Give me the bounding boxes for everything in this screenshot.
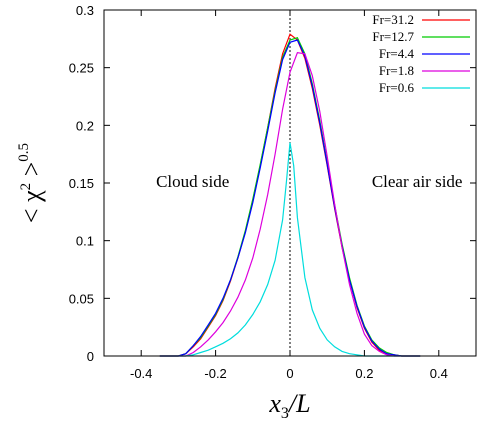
axis-labels: x3/L < χ2 >0.5 [16,143,311,421]
legend-label: Fr=31.2 [372,12,414,27]
legend-label: Fr=4.4 [379,46,415,61]
y-tick-label: 0 [87,349,94,364]
y-tick-label: 0.3 [76,3,94,18]
y-tick-label: 0.1 [76,234,94,249]
y-tick-label: 0.05 [69,291,94,306]
y-tick-label: 0.25 [69,61,94,76]
legend-label: Fr=1.8 [379,63,414,78]
x-tick-label: 0 [286,366,293,381]
y-axis-label: < χ2 >0.5 [16,143,46,223]
series-line-3 [159,52,421,357]
x-axis-label: x3/L [268,389,310,421]
cloud-side-label: Cloud side [156,172,229,191]
legend-label: Fr=0.6 [379,80,415,95]
clear-air-side-label: Clear air side [372,172,463,191]
ticks-layer: -0.4 -0.2 0 0.2 0.4 0 0.05 0.1 0.15 0.2 0.25 0.3 [69,3,476,381]
x-tick-label: 0.2 [355,366,373,381]
x-tick-label: -0.2 [204,366,226,381]
x-tick-label: -0.4 [130,366,152,381]
series-line-2 [159,39,421,357]
legend: Fr=31.2 Fr=12.7 Fr=4.4 Fr=1.8 Fr=0.6 [372,12,470,95]
series-layer [159,33,421,357]
x-tick-label: 0.4 [430,366,448,381]
legend-label: Fr=12.7 [372,29,414,44]
y-tick-label: 0.15 [69,176,94,191]
annotation-layer: Cloud side Clear air side [156,172,462,191]
y-tick-label: 0.2 [76,118,94,133]
